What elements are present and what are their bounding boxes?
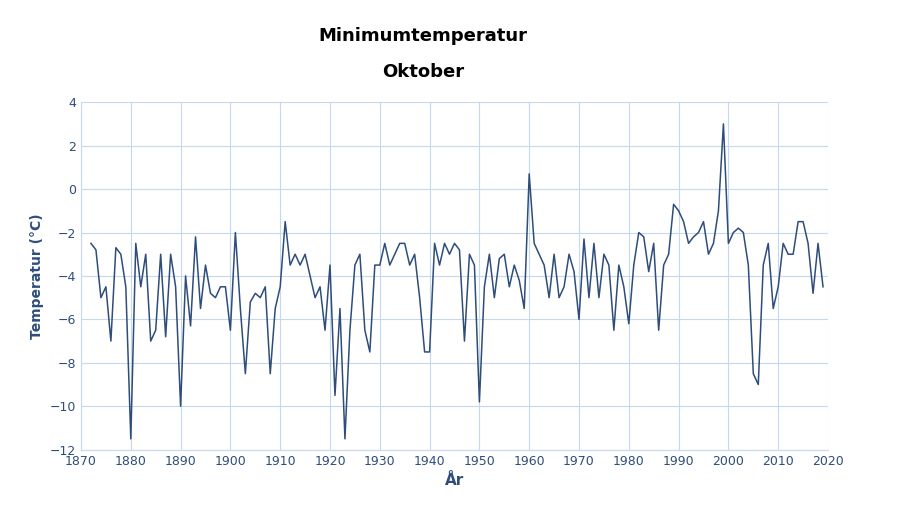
Y-axis label: Temperatur (°C): Temperatur (°C) (31, 213, 44, 339)
Text: ♕: ♕ (820, 47, 832, 59)
Text: Minimumtemperatur: Minimumtemperatur (319, 27, 527, 45)
Text: Oktober: Oktober (382, 62, 464, 81)
Text: DMI: DMI (815, 107, 836, 117)
X-axis label: År: År (445, 473, 464, 488)
